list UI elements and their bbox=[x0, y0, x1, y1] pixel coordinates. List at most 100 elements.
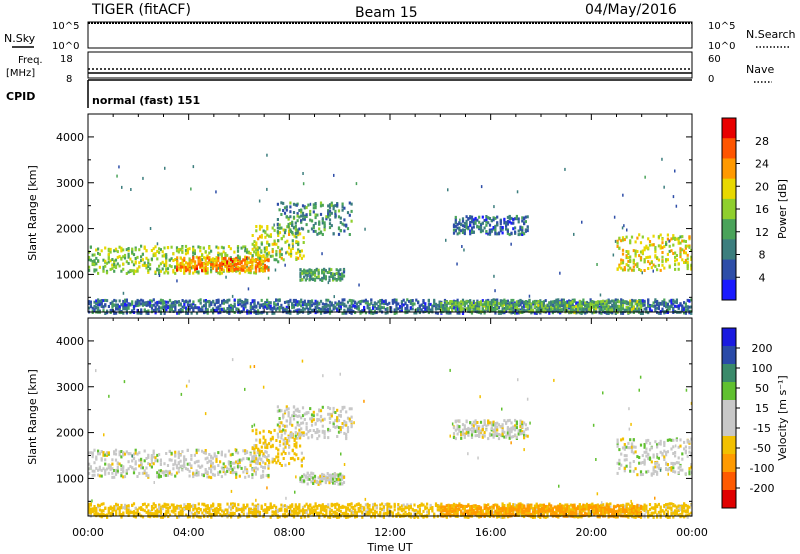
power-cell bbox=[122, 262, 125, 266]
power-cell bbox=[321, 306, 324, 309]
power-cell bbox=[266, 225, 269, 228]
power-cell bbox=[636, 304, 639, 308]
power-cell bbox=[231, 309, 234, 313]
velocity-cell bbox=[305, 422, 308, 426]
power-cell bbox=[305, 303, 308, 306]
power-cell bbox=[463, 229, 466, 233]
power-cell bbox=[147, 269, 150, 272]
power-cell bbox=[492, 308, 495, 312]
velocity-cell bbox=[283, 409, 287, 413]
power-cell bbox=[575, 301, 578, 305]
power-cell bbox=[643, 303, 646, 307]
power-cell bbox=[666, 258, 669, 262]
power-cell bbox=[443, 307, 447, 311]
velocity-cell bbox=[113, 452, 116, 456]
power-cell bbox=[284, 228, 287, 232]
power-cell bbox=[342, 274, 346, 278]
power-cell bbox=[251, 299, 254, 303]
power-cell bbox=[294, 227, 297, 231]
power-cell bbox=[690, 298, 693, 302]
power-cell bbox=[93, 300, 96, 304]
power-cell bbox=[639, 305, 643, 309]
velocity-cell bbox=[463, 435, 466, 439]
power-cell bbox=[363, 307, 366, 311]
power-cell bbox=[267, 304, 270, 308]
power-cell bbox=[478, 302, 481, 306]
power-cell bbox=[505, 224, 508, 228]
power-cell bbox=[125, 260, 128, 264]
power-cell bbox=[202, 262, 206, 266]
power-cell bbox=[627, 311, 630, 315]
power-cell bbox=[497, 309, 501, 313]
velocity-cell bbox=[177, 461, 180, 465]
power-cell bbox=[621, 268, 625, 272]
power-cell bbox=[280, 226, 283, 230]
power-cell bbox=[568, 305, 571, 308]
velocity-cell bbox=[258, 451, 262, 455]
velocity-region-0 bbox=[88, 448, 270, 480]
power-cell bbox=[535, 305, 538, 309]
velocity-cell bbox=[263, 454, 266, 458]
velocity-cell bbox=[190, 464, 193, 468]
power-cell bbox=[328, 275, 331, 279]
power-cell bbox=[404, 307, 407, 310]
power-cell bbox=[517, 217, 520, 221]
power-cell bbox=[314, 206, 317, 210]
power-cell bbox=[203, 304, 206, 308]
power-cell bbox=[98, 265, 101, 269]
velocity-cell bbox=[336, 425, 339, 429]
power-cell bbox=[686, 305, 689, 309]
power-cell bbox=[481, 299, 484, 303]
velocity-cell bbox=[236, 463, 240, 467]
power-speck bbox=[623, 224, 625, 228]
power-cell bbox=[147, 258, 150, 262]
power-cell bbox=[621, 302, 625, 306]
power-cell bbox=[621, 300, 625, 304]
power-cell bbox=[638, 233, 641, 237]
velocity-cell bbox=[287, 436, 290, 439]
power-cell bbox=[325, 308, 328, 312]
power-cell bbox=[638, 254, 641, 258]
power-cell bbox=[132, 272, 136, 276]
power-cell bbox=[379, 299, 382, 302]
velocity-cell bbox=[300, 433, 303, 437]
power-cell bbox=[125, 272, 128, 275]
power-cell bbox=[188, 269, 191, 273]
power-cell bbox=[206, 300, 209, 304]
power-cell bbox=[297, 248, 300, 252]
power-cell bbox=[222, 301, 225, 305]
power-cell bbox=[206, 256, 209, 260]
power-cell bbox=[287, 303, 290, 307]
power-cell bbox=[524, 220, 527, 224]
velocity-cell bbox=[335, 477, 338, 481]
power-cell bbox=[158, 309, 161, 313]
power-cell bbox=[91, 253, 94, 257]
power-cell bbox=[571, 308, 574, 312]
power-cell bbox=[434, 311, 438, 315]
velocity-cell bbox=[197, 470, 200, 474]
velocity-cell bbox=[284, 437, 287, 441]
power-cell bbox=[634, 249, 637, 253]
power-cell bbox=[165, 258, 168, 262]
power-cell bbox=[686, 244, 689, 248]
power-cell bbox=[192, 256, 195, 260]
power-cell bbox=[492, 298, 495, 302]
velocity-cell bbox=[134, 462, 137, 466]
velocity-cell bbox=[472, 429, 475, 433]
power-cell bbox=[623, 238, 626, 242]
power-cell bbox=[647, 267, 650, 270]
power-cell bbox=[258, 268, 261, 272]
power-cell bbox=[361, 309, 364, 313]
velocity-cell bbox=[275, 439, 278, 442]
velocity-cell bbox=[337, 430, 341, 434]
velocity-cell bbox=[334, 411, 337, 414]
velocity-cell bbox=[165, 469, 168, 473]
velocity-cell bbox=[278, 440, 282, 444]
power-cell bbox=[497, 311, 501, 315]
velocity-cell bbox=[247, 457, 250, 461]
power-cell bbox=[107, 249, 110, 253]
power-cell bbox=[88, 255, 91, 259]
velocity-cell bbox=[251, 468, 254, 472]
power-cell bbox=[478, 225, 481, 229]
power-cell bbox=[276, 230, 279, 234]
